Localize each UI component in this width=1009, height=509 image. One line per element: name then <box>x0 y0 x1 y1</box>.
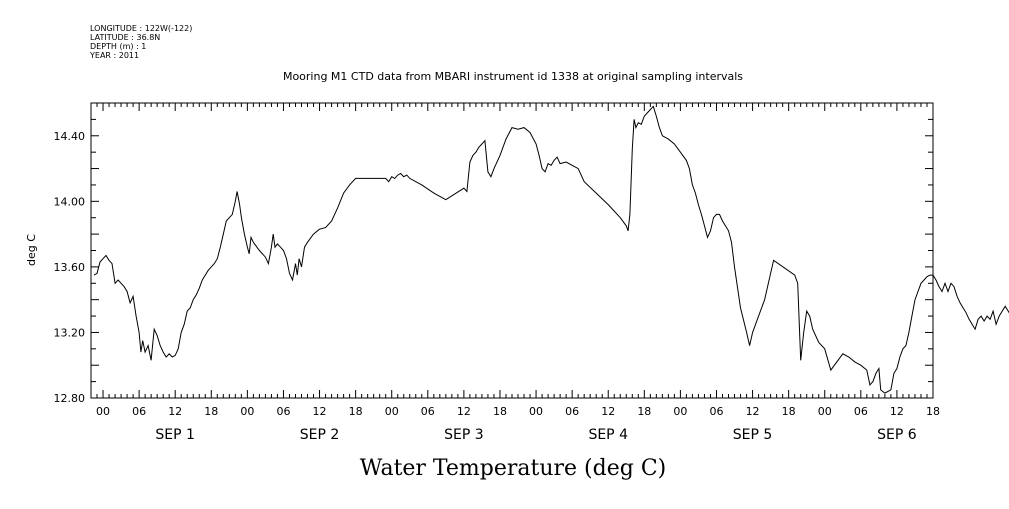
chart-title: Mooring M1 CTD data from MBARI instrumen… <box>283 70 743 83</box>
x-tick-label-hour: 06 <box>276 405 290 418</box>
meta-longitude: LONGITUDE : 122W(-122) <box>90 24 192 33</box>
x-tick-label-hour: 12 <box>601 405 615 418</box>
y-tick-label: 13.20 <box>54 326 86 339</box>
x-day-label: SEP 4 <box>588 427 628 443</box>
x-tick-label-hour: 00 <box>385 405 399 418</box>
x-day-label: SEP 5 <box>733 427 773 443</box>
meta-year: YEAR : 2011 <box>89 51 139 60</box>
meta-depth: DEPTH (m) : 1 <box>90 42 146 51</box>
x-tick-label-hour: 18 <box>637 405 651 418</box>
x-tick-label-hour: 06 <box>854 405 868 418</box>
x-tick-label-hour: 00 <box>673 405 687 418</box>
x-tick-label-hour: 00 <box>96 405 110 418</box>
x-tick-label-hour: 18 <box>493 405 507 418</box>
x-tick-label-hour: 12 <box>890 405 904 418</box>
plot-frame <box>90 102 934 399</box>
x-day-label: SEP 6 <box>877 427 917 443</box>
x-tick-label-hour: 18 <box>926 405 940 418</box>
y-axis: 12.80 13.20 13.60 14.00 14.40 <box>54 102 933 405</box>
y-tick-label: 14.00 <box>54 195 86 208</box>
x-tick-label-hour: 00 <box>240 405 254 418</box>
x-tick-label-hour: 12 <box>746 405 760 418</box>
y-tick-label: 14.40 <box>54 130 86 143</box>
x-tick-label-hour: 18 <box>204 405 218 418</box>
x-day-label: SEP 3 <box>444 427 484 443</box>
x-tick-label-hour: 06 <box>132 405 146 418</box>
x-tick-label-hour: 06 <box>709 405 723 418</box>
x-day-label: SEP 2 <box>300 427 340 443</box>
meta-latitude: LATITUDE : 36.8N <box>90 33 160 42</box>
x-day-label: SEP 1 <box>155 427 195 443</box>
series-line-water-temperature <box>93 105 1009 394</box>
x-tick-label-hour: 18 <box>349 405 363 418</box>
x-axis: 00 06 12 18 00 06 12 18 00 06 12 18 00 06 12 18 00 06 12 18… <box>90 103 940 443</box>
y-tick-label: 12.80 <box>54 392 86 405</box>
x-tick-label-hour: 06 <box>565 405 579 418</box>
x-axis-label: Water Temperature (deg C) <box>360 456 667 481</box>
x-tick-label-hour: 12 <box>313 405 327 418</box>
y-tick-label: 13.60 <box>54 261 86 274</box>
x-tick-label-hour: 12 <box>168 405 182 418</box>
y-axis-label: deg C <box>25 234 38 266</box>
x-tick-label-hour: 00 <box>529 405 543 418</box>
x-tick-label-hour: 06 <box>421 405 435 418</box>
x-tick-label-hour: 00 <box>818 405 832 418</box>
x-tick-label-hour: 18 <box>782 405 796 418</box>
x-tick-label-hour: 12 <box>457 405 471 418</box>
